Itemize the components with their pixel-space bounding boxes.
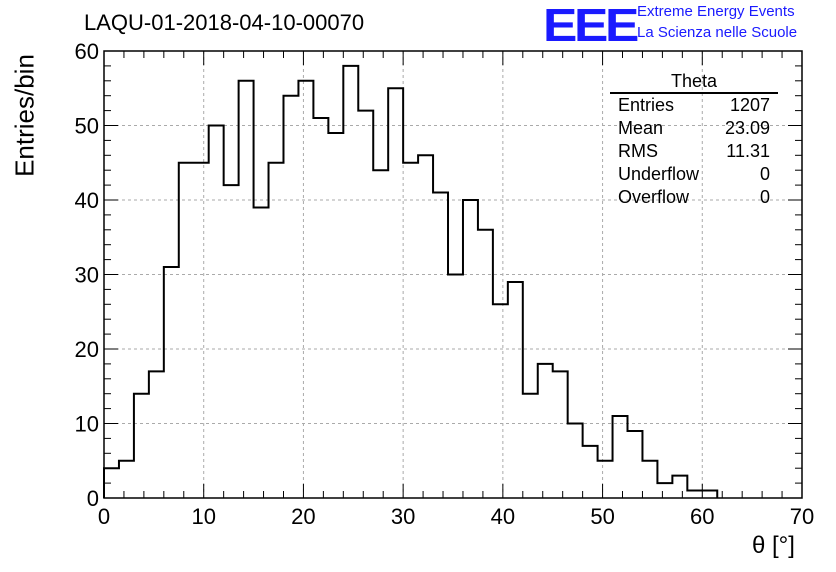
x-tick-label: 70	[790, 504, 814, 529]
stats-value: 23.09	[724, 118, 770, 138]
histogram-bin	[164, 267, 179, 498]
stats-label: Entries	[618, 95, 675, 115]
histogram-bin	[179, 163, 194, 498]
histogram-bin	[134, 394, 149, 498]
y-tick-label: 30	[75, 263, 99, 288]
histogram-bin	[119, 461, 134, 498]
chart-title: LAQU-01-2018-04-10-00070	[84, 10, 365, 35]
histogram-bin	[343, 66, 358, 498]
logo-line-2: La Scienza nelle Scuole	[637, 24, 798, 41]
histogram-bin	[508, 282, 523, 498]
histogram-bin	[239, 81, 254, 498]
histogram-bin	[478, 230, 493, 498]
histogram-bin	[194, 163, 209, 498]
stats-label: Mean	[618, 118, 664, 138]
histogram-bin	[538, 364, 553, 498]
histogram-bin	[403, 163, 418, 498]
x-tick-label: 50	[590, 504, 614, 529]
histogram-bin	[418, 155, 433, 498]
histogram-bin	[493, 304, 508, 498]
stats-row: Mean 23.09	[610, 117, 778, 140]
y-tick-label: 40	[75, 188, 99, 213]
histogram-bin	[657, 483, 672, 498]
histogram-bin	[553, 371, 568, 498]
stats-value: 0	[759, 187, 770, 207]
stats-value: 0	[759, 164, 770, 184]
stats-row: RMS 11.31	[610, 140, 778, 163]
histogram-bin	[628, 431, 643, 498]
x-tick-label: 10	[191, 504, 215, 529]
histogram-bin	[702, 491, 717, 498]
y-axis-label: Entries/bin	[9, 54, 40, 177]
histogram-bin	[687, 491, 702, 498]
histogram-bin	[433, 193, 448, 498]
histogram-bin	[672, 476, 687, 498]
stats-row: Overflow 0	[610, 186, 778, 209]
histogram-bin	[254, 207, 269, 498]
histogram-bin	[583, 446, 598, 498]
histogram-bin	[209, 126, 224, 499]
histogram-bin	[269, 163, 284, 498]
stats-label: Overflow	[618, 187, 690, 207]
histogram-bin	[298, 81, 313, 498]
stats-title: Theta	[610, 70, 778, 94]
x-axis-label: θ [°]	[752, 532, 795, 559]
histogram-bin	[313, 118, 328, 498]
histogram-bin	[598, 461, 613, 498]
stats-value: 1207	[729, 95, 770, 115]
x-tick-label: 20	[291, 504, 315, 529]
histogram-bin	[613, 416, 628, 498]
y-tick-label: 60	[75, 39, 99, 64]
y-tick-label: 0	[87, 486, 99, 511]
stats-row: Underflow 0	[610, 163, 778, 186]
histogram-bin	[388, 88, 403, 498]
y-tick-label: 20	[75, 337, 99, 362]
stats-row: Entries 1207	[610, 94, 778, 117]
histogram-bin	[568, 424, 583, 499]
eee-logo: EEE	[543, 0, 639, 51]
histogram-bin	[448, 275, 463, 499]
x-tick-label: 40	[491, 504, 515, 529]
histogram-bin	[463, 200, 478, 498]
x-tick-label: 30	[391, 504, 415, 529]
histogram-bin	[358, 111, 373, 498]
histogram-bin	[283, 96, 298, 498]
histogram-outline	[103, 64, 719, 498]
stats-label: Underflow	[618, 164, 700, 184]
logo-line-1: Extreme Energy Events	[637, 3, 795, 20]
histogram-bin	[523, 394, 538, 498]
y-tick-label: 10	[75, 412, 99, 437]
stats-label: RMS	[618, 141, 658, 161]
histogram-bin	[149, 371, 164, 498]
x-tick-label: 0	[98, 504, 110, 529]
stats-value: 11.31	[726, 141, 770, 161]
y-tick-label: 50	[75, 114, 99, 139]
stats-box: Theta Entries 1207 Mean 23.09 RMS 11.31 …	[610, 70, 778, 209]
histogram-bin	[373, 170, 388, 498]
histogram-bin	[328, 133, 343, 498]
histogram-bin	[224, 185, 239, 498]
histogram-bin	[642, 461, 657, 498]
x-tick-label: 60	[690, 504, 714, 529]
